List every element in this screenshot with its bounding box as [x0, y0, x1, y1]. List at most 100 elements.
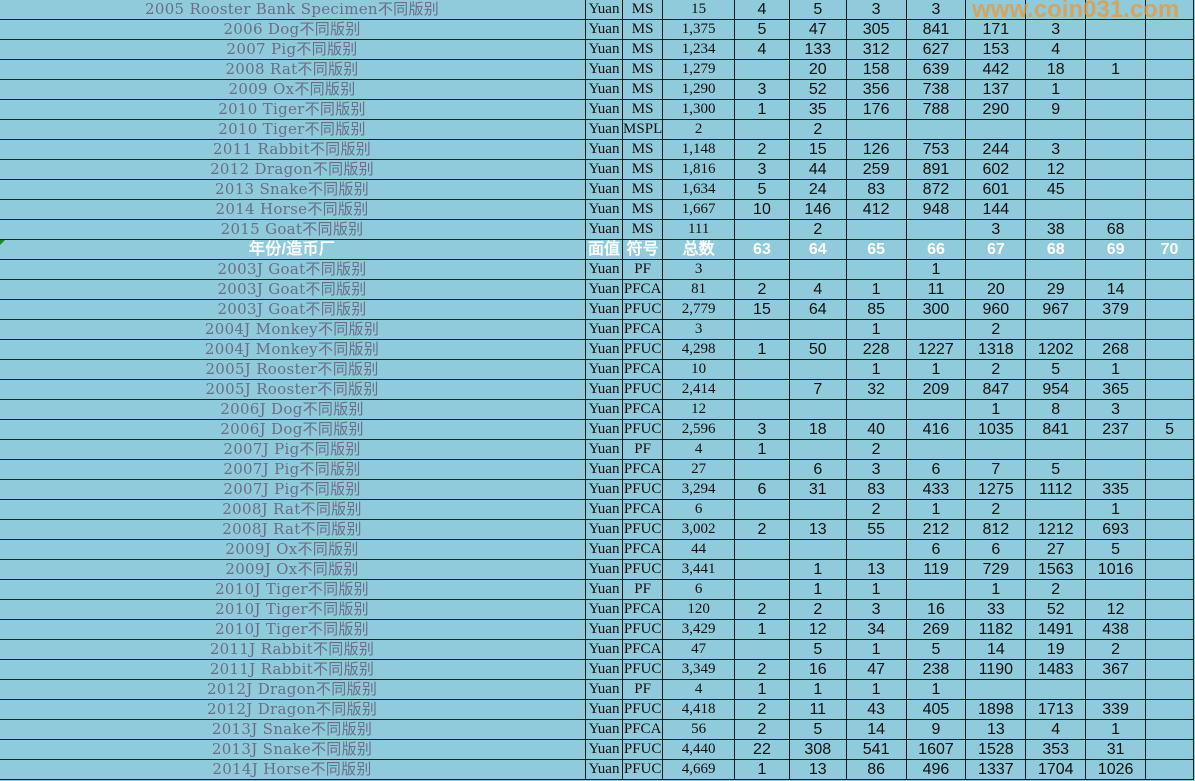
cell-grade-count[interactable]: 5: [1145, 419, 1194, 440]
cell-grade-count[interactable]: 83: [845, 479, 907, 500]
cell-symbol[interactable]: MS: [622, 0, 664, 20]
cell-symbol[interactable]: PFUC: [622, 519, 664, 540]
cell-symbol[interactable]: PFUC: [622, 339, 664, 360]
cell-symbol[interactable]: PFCA: [622, 599, 664, 620]
cell-total[interactable]: 81: [662, 279, 736, 300]
cell-total[interactable]: 15: [662, 0, 736, 20]
cell-grade-count[interactable]: 268: [1085, 339, 1147, 360]
cell-grade-count[interactable]: 18: [1025, 59, 1087, 80]
cell-grade-count[interactable]: 2: [734, 659, 790, 680]
cell-grade-count[interactable]: [1145, 159, 1194, 180]
cell-grade-count[interactable]: 1: [1085, 359, 1147, 380]
cell-grade-count[interactable]: 14: [845, 719, 907, 740]
cell-grade-count[interactable]: 1: [845, 319, 907, 340]
cell-grade-count[interactable]: 29: [1025, 279, 1087, 300]
cell-grade-count[interactable]: 5: [788, 0, 847, 20]
cell-unit[interactable]: Yuan: [585, 399, 624, 420]
cell-grade-count[interactable]: 24: [788, 179, 847, 200]
cell-grade-count[interactable]: [1085, 259, 1147, 280]
cell-grade-count[interactable]: 47: [788, 19, 847, 40]
cell-grade-count[interactable]: [788, 499, 847, 520]
cell-total[interactable]: 3: [662, 259, 736, 280]
cell-grade-count[interactable]: [905, 439, 967, 460]
cell-grade-count[interactable]: 541: [845, 739, 907, 760]
cell-grade-count[interactable]: 1: [734, 439, 790, 460]
cell-grade-count[interactable]: 872: [905, 179, 967, 200]
cell-grade-count[interactable]: 15: [788, 139, 847, 160]
cell-name[interactable]: 2014J Horse不同版别: [0, 759, 587, 780]
cell-grade-count[interactable]: [1145, 479, 1194, 500]
cell-grade-count[interactable]: 13: [965, 719, 1027, 740]
cell-grade-count[interactable]: 948: [905, 199, 967, 220]
cell-grade-count[interactable]: [734, 219, 790, 240]
cell-grade-count[interactable]: 3: [1025, 19, 1087, 40]
cell-grade-count[interactable]: 137: [965, 79, 1027, 100]
cell-grade-count[interactable]: 237: [1085, 419, 1147, 440]
cell-grade-count[interactable]: [734, 319, 790, 340]
header-grade[interactable]: 65: [845, 239, 907, 260]
cell-grade-count[interactable]: [734, 559, 790, 580]
cell-name[interactable]: 2007 Pig不同版别: [0, 39, 587, 60]
cell-grade-count[interactable]: 1: [845, 579, 907, 600]
cell-symbol[interactable]: PFCA: [622, 459, 664, 480]
cell-grade-count[interactable]: 290: [965, 99, 1027, 120]
cell-grade-count[interactable]: 2: [965, 359, 1027, 380]
cell-grade-count[interactable]: [1145, 59, 1194, 80]
cell-unit[interactable]: Yuan: [585, 199, 624, 220]
cell-grade-count[interactable]: [1025, 679, 1087, 700]
cell-grade-count[interactable]: [1085, 99, 1147, 120]
cell-grade-count[interactable]: 738: [905, 79, 967, 100]
cell-grade-count[interactable]: [1145, 219, 1194, 240]
cell-total[interactable]: 1,300: [662, 99, 736, 120]
cell-symbol[interactable]: MS: [622, 19, 664, 40]
cell-grade-count[interactable]: [788, 399, 847, 420]
cell-grade-count[interactable]: 356: [845, 79, 907, 100]
cell-symbol[interactable]: MSPL: [622, 119, 664, 140]
cell-grade-count[interactable]: 119: [905, 559, 967, 580]
cell-grade-count[interactable]: 50: [788, 339, 847, 360]
header-total[interactable]: 总数: [662, 239, 736, 260]
cell-name[interactable]: 2012 Dragon不同版别: [0, 159, 587, 180]
cell-grade-count[interactable]: 1016: [1085, 559, 1147, 580]
cell-grade-count[interactable]: 1: [965, 399, 1027, 420]
cell-grade-count[interactable]: 12: [788, 619, 847, 640]
cell-symbol[interactable]: PF: [622, 679, 664, 700]
cell-grade-count[interactable]: 244: [965, 139, 1027, 160]
cell-unit[interactable]: Yuan: [585, 559, 624, 580]
cell-grade-count[interactable]: 1898: [965, 699, 1027, 720]
cell-grade-count[interactable]: 209: [905, 379, 967, 400]
cell-total[interactable]: 2,414: [662, 379, 736, 400]
cell-grade-count[interactable]: 45: [1025, 179, 1087, 200]
cell-symbol[interactable]: PF: [622, 439, 664, 460]
cell-symbol[interactable]: PFUC: [622, 739, 664, 760]
cell-grade-count[interactable]: [1145, 579, 1194, 600]
cell-grade-count[interactable]: 259: [845, 159, 907, 180]
cell-grade-count[interactable]: 19: [1025, 639, 1087, 660]
cell-name[interactable]: 2010J Tiger不同版别: [0, 579, 587, 600]
cell-grade-count[interactable]: 14: [1085, 279, 1147, 300]
cell-grade-count[interactable]: 4: [788, 279, 847, 300]
cell-grade-count[interactable]: 3: [845, 599, 907, 620]
cell-grade-count[interactable]: [1145, 279, 1194, 300]
cell-total[interactable]: 27: [662, 459, 736, 480]
cell-grade-count[interactable]: 38: [1025, 219, 1087, 240]
cell-grade-count[interactable]: [734, 579, 790, 600]
cell-grade-count[interactable]: 1026: [1085, 759, 1147, 780]
cell-grade-count[interactable]: [905, 579, 967, 600]
cell-grade-count[interactable]: [1145, 299, 1194, 320]
cell-total[interactable]: 3,429: [662, 619, 736, 640]
cell-name[interactable]: 2010 Tiger不同版别: [0, 119, 587, 140]
cell-grade-count[interactable]: 305: [845, 19, 907, 40]
header-unit[interactable]: 面值: [585, 239, 624, 260]
cell-name[interactable]: 2013 Snake不同版别: [0, 179, 587, 200]
cell-name[interactable]: 2005 Rooster Bank Specimen不同版别: [0, 0, 587, 20]
cell-grade-count[interactable]: [734, 459, 790, 480]
cell-grade-count[interactable]: 841: [1025, 419, 1087, 440]
cell-grade-count[interactable]: 753: [905, 139, 967, 160]
cell-grade-count[interactable]: [788, 539, 847, 560]
cell-grade-count[interactable]: 841: [905, 19, 967, 40]
cell-symbol[interactable]: PF: [622, 579, 664, 600]
cell-grade-count[interactable]: [1145, 79, 1194, 100]
cell-name[interactable]: 2011J Rabbit不同版别: [0, 659, 587, 680]
cell-grade-count[interactable]: [734, 499, 790, 520]
